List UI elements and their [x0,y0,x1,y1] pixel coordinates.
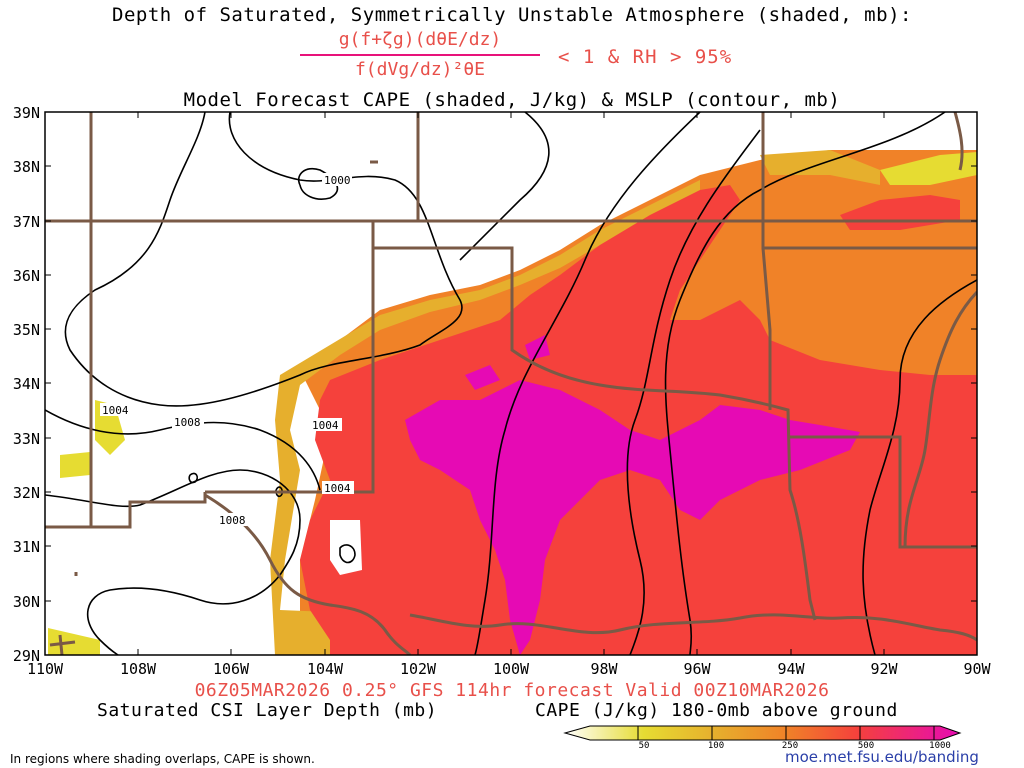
lat-label: 32N [13,484,40,502]
lon-label: 92W [870,660,898,678]
isobar-line [64,112,463,407]
isobar-label-bg [100,403,132,416]
lon-label: 108W [120,660,157,678]
border-line [903,290,977,548]
isobar-line [664,112,946,655]
formula-numerator: g(f+ζg)(dθE/dz) [338,29,502,50]
colorbar-tick: 50 [639,741,650,751]
formula-fraction-bar [300,54,540,56]
isobar-line [275,486,283,498]
border-line [49,634,76,655]
isobar-label: 1004 [312,419,339,432]
lat-label: 29N [13,647,40,665]
lat-label: 38N [13,158,40,176]
title-line-1: Depth of Saturated, Symmetrically Unstab… [112,4,912,26]
isobar-label: 1008 [174,416,201,429]
isobar-line [188,472,198,484]
isobar-line [474,112,701,655]
cape-region-500 [300,185,977,655]
lat-label: 31N [13,538,40,556]
colorbar-tick: 100 [708,741,724,751]
longitude-axis: 110W 108W 106W 104W 102W 100W 98W 96W 94… [27,660,992,678]
isobar-labels: 1000 1004 1004 1004 1008 1008 [100,173,354,527]
lat-label: 35N [13,321,40,339]
colorbar-gradient [563,725,962,741]
overlap-note: In regions where shading overlaps, CAPE … [10,752,315,766]
lat-label: 30N [13,593,40,611]
lon-label: 98W [590,660,618,678]
source-url[interactable]: moe.met.fsu.edu/banding [785,748,979,766]
border-line [204,493,412,655]
isobar-label-bg [217,513,249,526]
csi-layer-label: Saturated CSI Layer Depth (mb) [97,700,438,721]
isobar-line [45,469,301,655]
border-line [761,247,772,410]
lon-label: 106W [213,660,250,678]
lat-label: 34N [13,375,40,393]
cape-region-50 [880,152,977,185]
lon-label: 110W [27,660,64,678]
cape-region-100 [760,150,880,185]
isobar-line [45,409,321,491]
isobar-label-bg [172,415,204,428]
cape-shading [48,150,977,655]
border-line [45,492,207,529]
isobar-line [459,112,550,261]
isobar-label: 1004 [324,482,351,495]
lon-label: 102W [400,660,437,678]
forecast-valid-line: 06Z05MAR2026 0.25° GFS 114hr forecast Va… [194,680,830,701]
lon-label: 100W [493,660,530,678]
cape-region-1000 [405,380,860,655]
lat-label: 33N [13,430,40,448]
colorbar-tick: 250 [782,741,798,751]
lon-label: 90W [963,660,991,678]
lon-label: 96W [683,660,711,678]
colorbar-tick: 1000 [929,741,951,751]
isobar-label-bg [322,173,352,186]
isobar-label: 1000 [324,174,351,187]
isobar-label: 1008 [219,514,246,527]
lon-label: 94W [777,660,805,678]
border-line [953,112,964,171]
latitude-axis: 39N 38N 37N 36N 35N 34N 33N 32N 31N 30N … [13,104,40,665]
border-line [205,221,375,494]
isobar-label-bg [322,481,354,494]
title-line-3: Model Forecast CAPE (shaded, J/kg) & MSL… [183,89,841,111]
cape-region-1000 [465,365,500,390]
border-line [790,435,977,549]
isobar-line [626,129,761,655]
cape-region-50 [60,452,90,478]
formula-denominator: f(dVg/dz)²θE [354,59,486,80]
lon-label: 104W [307,660,344,678]
longitude-ticks [44,112,978,655]
isobar-line [339,544,356,564]
csi-formula: g(f+ζg)(dθE/dz) f(dVg/dz)²θE [300,28,540,82]
border-line [409,613,977,642]
colorbar-tick: 500 [858,741,874,751]
political-borders [45,112,977,655]
isobar-label-bg [310,418,342,431]
lat-label: 37N [13,213,40,231]
lat-label: 36N [13,267,40,285]
cape-label: CAPE (J/kg) 180-0mb above ground [535,700,898,721]
isobar-line [862,279,977,655]
isobar-label: 1004 [102,404,129,417]
cape-gap [330,520,362,575]
latitude-ticks [45,111,977,656]
lat-label: 39N [13,104,40,122]
csi-condition: < 1 & RH > 95% [558,46,733,68]
border-line [373,246,817,621]
cape-colorbar: 50 100 250 500 1000 [563,725,962,751]
